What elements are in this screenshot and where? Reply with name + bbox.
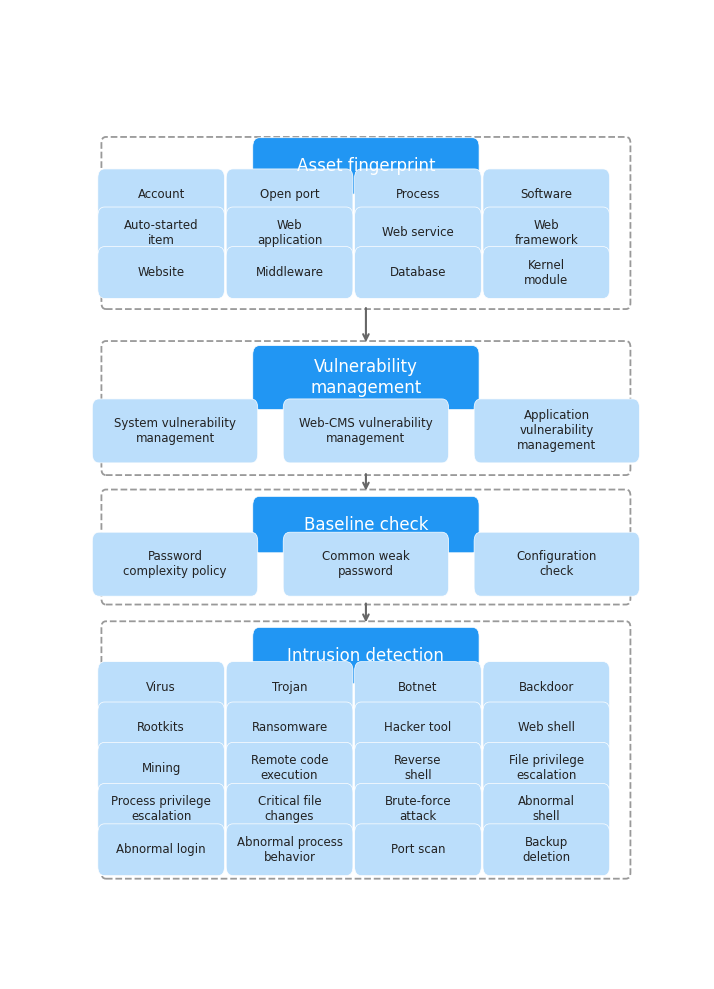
Text: Account: Account — [138, 188, 185, 202]
FancyBboxPatch shape — [98, 169, 224, 221]
FancyBboxPatch shape — [355, 824, 481, 875]
FancyBboxPatch shape — [474, 532, 640, 596]
FancyBboxPatch shape — [355, 783, 481, 836]
Text: Backup
deletion: Backup deletion — [522, 836, 570, 863]
Text: Process privilege
escalation: Process privilege escalation — [111, 795, 211, 824]
Text: Ransomware: Ransomware — [251, 721, 328, 735]
Text: Trojan: Trojan — [272, 681, 307, 694]
FancyBboxPatch shape — [253, 137, 479, 194]
Text: Auto-started
item: Auto-started item — [124, 219, 198, 247]
FancyBboxPatch shape — [92, 532, 258, 596]
Text: Brute-force
attack: Brute-force attack — [385, 795, 451, 824]
Text: Asset fingerprint: Asset fingerprint — [297, 157, 435, 175]
FancyBboxPatch shape — [226, 246, 353, 299]
FancyBboxPatch shape — [253, 345, 479, 409]
Text: Vulnerability
management: Vulnerability management — [311, 358, 421, 397]
Text: Remote code
execution: Remote code execution — [251, 755, 328, 782]
FancyBboxPatch shape — [355, 662, 481, 713]
Text: Mining: Mining — [141, 762, 181, 774]
Text: Common weak
password: Common weak password — [322, 550, 410, 579]
Text: Web
application: Web application — [257, 219, 322, 247]
Text: Virus: Virus — [146, 681, 176, 694]
FancyBboxPatch shape — [98, 824, 224, 875]
FancyBboxPatch shape — [283, 399, 448, 463]
Text: Abnormal process
behavior: Abnormal process behavior — [236, 836, 343, 863]
Text: Open port: Open port — [260, 188, 319, 202]
FancyBboxPatch shape — [226, 207, 353, 259]
FancyBboxPatch shape — [355, 207, 481, 259]
FancyBboxPatch shape — [483, 783, 610, 836]
Text: File privilege
escalation: File privilege escalation — [509, 755, 584, 782]
FancyBboxPatch shape — [226, 824, 353, 875]
Text: Process: Process — [396, 188, 441, 202]
FancyBboxPatch shape — [483, 169, 610, 221]
FancyBboxPatch shape — [226, 169, 353, 221]
FancyBboxPatch shape — [474, 399, 640, 463]
Text: Middleware: Middleware — [256, 266, 323, 279]
FancyBboxPatch shape — [355, 169, 481, 221]
FancyBboxPatch shape — [98, 743, 224, 794]
Text: Web-CMS vulnerability
management: Web-CMS vulnerability management — [299, 417, 433, 445]
FancyBboxPatch shape — [483, 207, 610, 259]
Text: Website: Website — [138, 266, 185, 279]
FancyBboxPatch shape — [226, 662, 353, 713]
Text: Software: Software — [521, 188, 573, 202]
Text: Intrusion detection: Intrusion detection — [288, 647, 444, 665]
Text: Configuration
check: Configuration check — [517, 550, 597, 579]
FancyBboxPatch shape — [483, 824, 610, 875]
Text: Web
framework: Web framework — [515, 219, 578, 247]
FancyBboxPatch shape — [226, 743, 353, 794]
FancyBboxPatch shape — [355, 246, 481, 299]
Text: Kernel
module: Kernel module — [524, 258, 568, 287]
FancyBboxPatch shape — [253, 496, 479, 553]
FancyBboxPatch shape — [355, 743, 481, 794]
FancyBboxPatch shape — [98, 662, 224, 713]
Text: Rootkits: Rootkits — [137, 721, 185, 735]
Text: Web service: Web service — [382, 226, 454, 239]
FancyBboxPatch shape — [98, 702, 224, 754]
FancyBboxPatch shape — [253, 627, 479, 683]
FancyBboxPatch shape — [355, 702, 481, 754]
Text: Web shell: Web shell — [518, 721, 575, 735]
Text: Password
complexity policy: Password complexity policy — [124, 550, 227, 579]
Text: Botnet: Botnet — [398, 681, 438, 694]
Text: Application
vulnerability
management: Application vulnerability management — [517, 409, 596, 452]
FancyBboxPatch shape — [483, 246, 610, 299]
FancyBboxPatch shape — [92, 399, 258, 463]
Text: Port scan: Port scan — [391, 844, 446, 856]
FancyBboxPatch shape — [483, 743, 610, 794]
FancyBboxPatch shape — [483, 702, 610, 754]
FancyBboxPatch shape — [283, 532, 448, 596]
Text: Backdoor: Backdoor — [518, 681, 574, 694]
Text: Hacker tool: Hacker tool — [384, 721, 451, 735]
Text: Database: Database — [390, 266, 446, 279]
FancyBboxPatch shape — [98, 783, 224, 836]
FancyBboxPatch shape — [226, 702, 353, 754]
FancyBboxPatch shape — [98, 246, 224, 299]
Text: Baseline check: Baseline check — [303, 515, 428, 534]
Text: Critical file
changes: Critical file changes — [258, 795, 321, 824]
Text: System vulnerability
management: System vulnerability management — [114, 417, 236, 445]
Text: Abnormal
shell: Abnormal shell — [518, 795, 575, 824]
Text: Reverse
shell: Reverse shell — [394, 755, 442, 782]
FancyBboxPatch shape — [226, 783, 353, 836]
FancyBboxPatch shape — [98, 207, 224, 259]
FancyBboxPatch shape — [483, 662, 610, 713]
Text: Abnormal login: Abnormal login — [116, 844, 206, 856]
